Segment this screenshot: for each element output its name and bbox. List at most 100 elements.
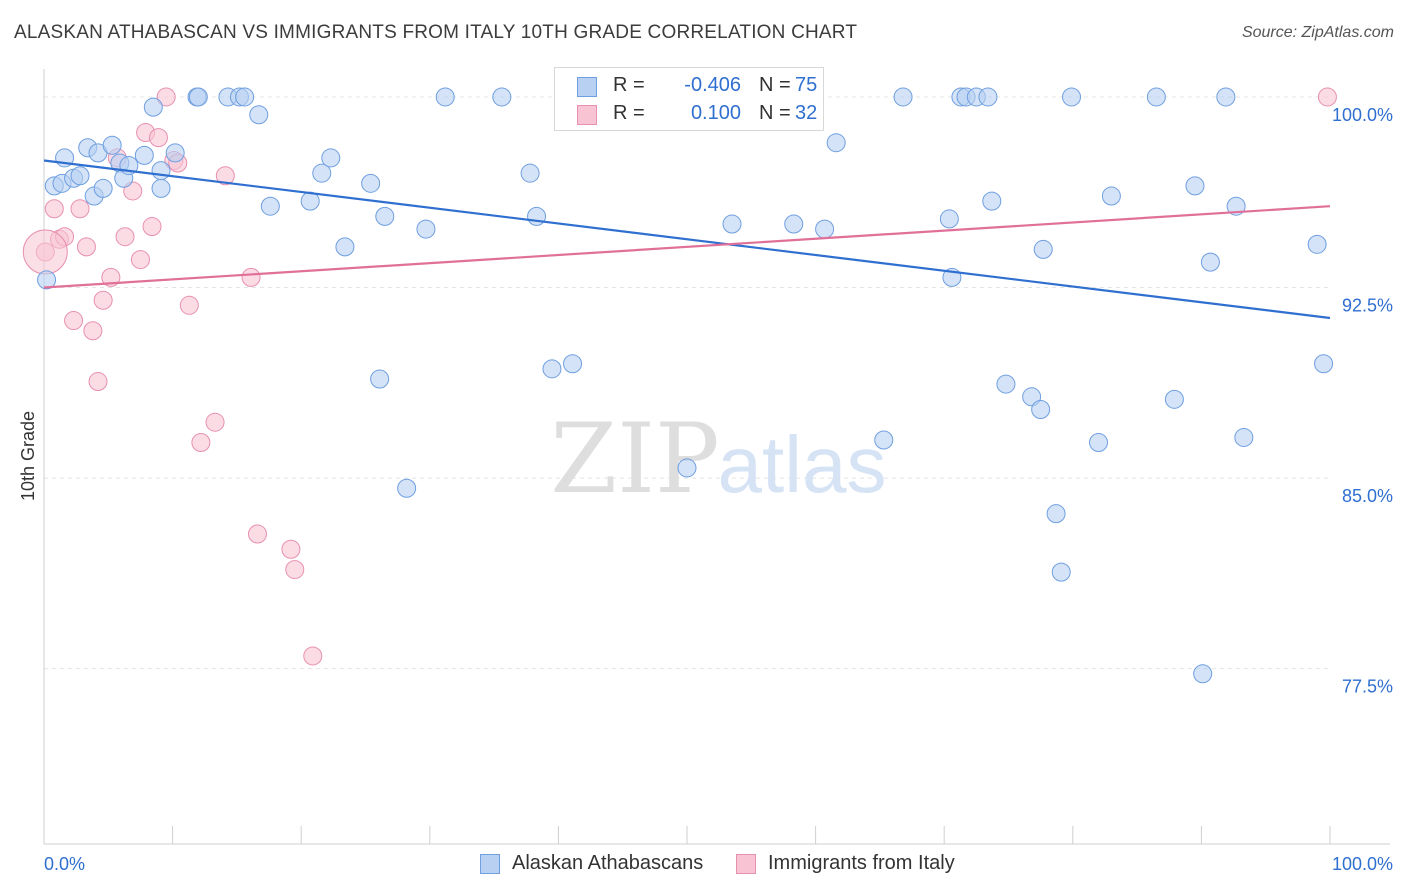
data-point	[1089, 433, 1109, 453]
data-point	[312, 163, 332, 183]
data-point	[335, 237, 355, 257]
data-point	[1200, 252, 1220, 272]
grid-lines	[44, 96, 1330, 670]
x-tick-label: 0.0%	[44, 854, 85, 874]
data-point	[93, 290, 113, 310]
data-point	[361, 173, 381, 193]
data-point	[563, 354, 583, 374]
data-point	[1033, 239, 1053, 259]
data-point	[247, 524, 267, 544]
data-point	[1317, 87, 1337, 107]
data-point	[179, 295, 199, 315]
data-point	[44, 199, 64, 219]
legend-swatch-blue	[577, 77, 597, 97]
data-point	[996, 374, 1016, 394]
data-point	[1216, 87, 1236, 107]
data-point	[83, 321, 103, 341]
x-tick-label: 100.0%	[1332, 854, 1393, 874]
data-point	[542, 359, 562, 379]
y-tick-label: 92.5%	[1342, 296, 1393, 316]
data-point	[143, 97, 163, 117]
data-point	[191, 433, 211, 453]
data-point	[151, 178, 171, 198]
data-point	[520, 163, 540, 183]
data-point	[982, 191, 1002, 211]
data-point	[1051, 562, 1071, 582]
data-point	[1164, 389, 1184, 409]
data-point	[102, 135, 122, 155]
data-point	[784, 214, 804, 234]
data-point	[815, 219, 835, 239]
data-point	[1101, 186, 1121, 206]
data-point	[235, 87, 255, 107]
data-point	[397, 478, 417, 498]
data-point	[321, 148, 341, 168]
correlation-legend: R = -0.406 N = 75 R = 0.100 N = 32	[554, 67, 824, 131]
data-point	[142, 217, 162, 237]
source-credit: Source: ZipAtlas.com	[1241, 24, 1394, 41]
data-point	[677, 458, 697, 478]
data-point	[188, 87, 208, 107]
legend-r-value: 0.100	[690, 102, 741, 124]
legend-r-value: -0.406	[684, 74, 741, 96]
data-point	[978, 87, 998, 107]
data-point	[64, 311, 84, 331]
data-point	[37, 270, 57, 290]
data-point	[130, 250, 150, 270]
y-tick-label: 85.0%	[1342, 486, 1393, 506]
legend-n-value: 32	[795, 102, 818, 124]
data-point	[115, 227, 135, 247]
data-point	[416, 219, 436, 239]
bottom-legend-label: Alaskan Athabascans	[512, 852, 704, 874]
data-point	[1193, 664, 1213, 684]
data-point	[874, 430, 894, 450]
y-tick-label: 77.5%	[1342, 677, 1393, 697]
trend-line-pink	[43, 205, 1331, 289]
data-point	[148, 128, 168, 148]
data-point	[215, 166, 235, 186]
data-point	[249, 105, 269, 125]
data-point	[151, 161, 171, 181]
data-point	[156, 87, 176, 107]
chart-title: ALASKAN ATHABASCAN VS IMMIGRANTS FROM IT…	[14, 22, 858, 43]
watermark-atlas: atlas	[718, 420, 887, 509]
data-point	[70, 199, 90, 219]
data-point	[1314, 354, 1334, 374]
data-point	[285, 560, 305, 580]
y-tick-label: 100.0%	[1332, 105, 1393, 125]
watermark-zip: ZIP	[550, 403, 719, 515]
trend-lines	[43, 159, 1331, 320]
data-point	[241, 267, 261, 287]
data-point	[76, 237, 96, 257]
data-point	[260, 196, 280, 216]
data-point	[375, 206, 395, 226]
data-point	[1146, 87, 1166, 107]
data-point	[1234, 427, 1254, 447]
data-point	[722, 214, 742, 234]
data-point	[101, 267, 121, 287]
legend-n-value: 75	[795, 74, 818, 96]
y-tick-labels: 77.5% 85.0% 92.5% 100.0%	[1332, 105, 1393, 697]
legend-n-label: N =	[759, 74, 791, 96]
data-point	[93, 178, 113, 198]
data-point	[1031, 399, 1051, 419]
data-point	[1062, 87, 1082, 107]
data-point	[165, 143, 185, 163]
axes	[43, 69, 1390, 845]
legend-n-label: N =	[759, 102, 791, 124]
data-point	[281, 539, 301, 559]
legend-swatch-pink	[577, 105, 597, 125]
data-point	[70, 166, 90, 186]
data-point	[1307, 234, 1327, 254]
data-point	[134, 145, 154, 165]
bottom-legend-label: Immigrants from Italy	[768, 852, 955, 874]
data-point	[370, 369, 390, 389]
data-point	[88, 372, 108, 392]
bottom-legend-swatch-pink	[736, 854, 756, 874]
data-point	[1046, 504, 1066, 524]
bottom-legend-swatch-blue	[480, 854, 500, 874]
series-immigrants-from-italy-points	[22, 87, 1337, 666]
data-point	[435, 87, 455, 107]
data-point-large	[22, 229, 68, 275]
